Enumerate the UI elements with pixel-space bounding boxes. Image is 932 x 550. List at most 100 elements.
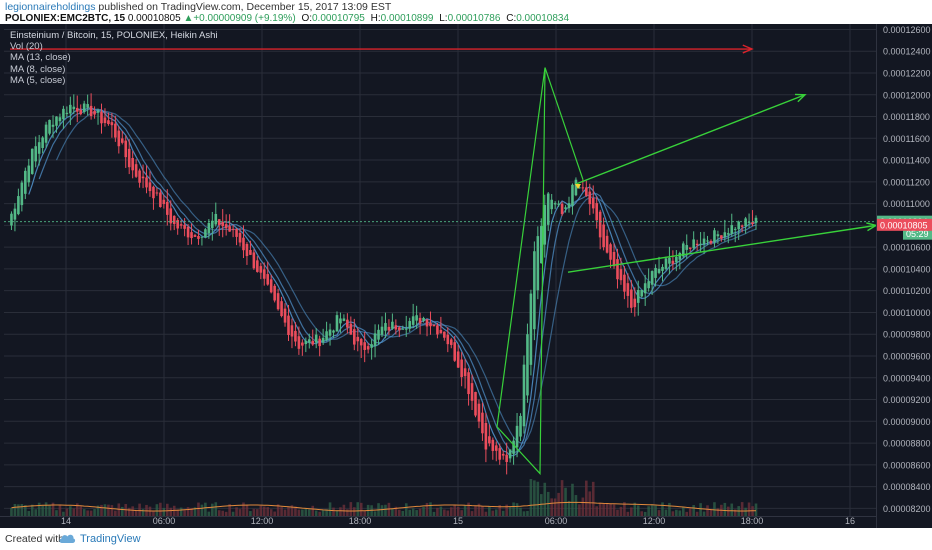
- candle-body: [394, 325, 398, 330]
- candle-body: [100, 111, 103, 124]
- candle-body: [612, 251, 616, 267]
- legend-ma8[interactable]: MA (8, close): [10, 63, 66, 75]
- candle-body: [512, 440, 515, 454]
- candle-body: [647, 281, 650, 289]
- y-tick-label: 0.00009000: [883, 417, 931, 427]
- volume-bar: [747, 502, 751, 516]
- volume-bars: [10, 479, 758, 516]
- tradingview-brand-link[interactable]: TradingView: [80, 533, 141, 545]
- candle-body: [730, 225, 734, 234]
- y-tick-label: 0.00008600: [883, 460, 931, 470]
- candle-body: [148, 182, 152, 192]
- volume-bar: [349, 502, 353, 516]
- candle-body: [127, 148, 131, 168]
- volume-bar: [401, 510, 405, 516]
- candle-body: [51, 124, 55, 127]
- volume-bar: [249, 511, 252, 516]
- volume-bar: [200, 504, 204, 516]
- volume-bar: [217, 510, 221, 516]
- candle-body: [30, 148, 34, 174]
- candle-body: [307, 339, 311, 343]
- volume-bar: [34, 509, 38, 516]
- volume-bar: [96, 505, 100, 516]
- volume-bar: [436, 507, 439, 516]
- price-chart[interactable]: 0.00012600 0.00012400 0.00012200 0.00012000…: [0, 24, 932, 528]
- volume-bar: [269, 509, 273, 516]
- volume-bar: [190, 507, 193, 516]
- candle-body: [654, 267, 657, 278]
- candle-body: [10, 213, 13, 226]
- y-tick-label: 0.00010000: [883, 308, 931, 318]
- volume-bar: [460, 510, 463, 516]
- volume-bar: [422, 506, 425, 516]
- volume-bar: [498, 505, 502, 516]
- volume-bar: [657, 510, 661, 516]
- volume-bar: [380, 505, 384, 516]
- legend-vol[interactable]: Vol (20): [10, 41, 43, 53]
- y-tick-label: 0.00009600: [883, 351, 931, 361]
- candle-body: [408, 321, 412, 329]
- volume-bar: [273, 511, 276, 516]
- candle-body: [470, 383, 474, 401]
- candle-body: [242, 237, 245, 251]
- volume-bar: [62, 511, 65, 516]
- volume-bar: [439, 506, 443, 516]
- close-value: 0.00010834: [516, 13, 570, 24]
- candle-body: [533, 251, 536, 330]
- volume-bar: [204, 502, 207, 516]
- volume-bar: [713, 502, 716, 516]
- volume-bar: [13, 503, 17, 516]
- candle-body: [460, 359, 463, 378]
- candle-body: [37, 142, 41, 154]
- volume-bar: [633, 502, 637, 516]
- chart-legend: Einsteinium / Bitcoin, 15, POLONIEX, Hei…: [10, 30, 218, 86]
- volume-bar: [605, 503, 609, 516]
- volume-bar: [256, 509, 259, 516]
- symbol-ohlc-line: POLONIEX:EMC2BTC, 15 0.00010805 ▲+0.0000…: [5, 13, 569, 24]
- volume-bar: [512, 502, 515, 516]
- low-value: 0.00010786: [447, 13, 501, 24]
- candle-body: [79, 109, 83, 115]
- candle-body: [304, 340, 308, 345]
- candle-body: [477, 403, 481, 422]
- candle-body: [356, 336, 360, 342]
- y-tick-label: 0.00011800: [883, 112, 930, 122]
- candle-body: [539, 226, 543, 264]
- volume-bar: [221, 510, 225, 516]
- candle-body: [82, 103, 86, 113]
- legend-ma5[interactable]: MA (5, close): [10, 74, 66, 86]
- volume-bar: [567, 500, 571, 516]
- volume-bar: [453, 505, 457, 516]
- volume-bar: [325, 509, 328, 516]
- candle-body: [339, 318, 342, 324]
- candle-body: [436, 325, 439, 335]
- legend-ma13[interactable]: MA (13, close): [10, 52, 71, 64]
- candle-body: [720, 235, 723, 239]
- candle-body: [48, 119, 51, 134]
- candle-body: [120, 138, 124, 143]
- volume-bar: [276, 504, 280, 516]
- candle-body: [332, 330, 335, 333]
- created-with-label: Created with: [5, 533, 64, 545]
- candle-body: [117, 130, 121, 147]
- volume-bar: [238, 509, 242, 516]
- x-tick-label: 16: [845, 516, 855, 526]
- volume-bar: [456, 506, 460, 516]
- candle-body: [186, 226, 190, 238]
- volume-bar: [307, 509, 311, 516]
- candle-body: [217, 219, 221, 225]
- candle-body: [89, 105, 93, 117]
- volume-bar: [526, 510, 529, 516]
- candle-body: [259, 266, 263, 273]
- volume-bar: [304, 508, 308, 516]
- volume-bar: [48, 505, 51, 516]
- author-link[interactable]: legionnaireholdings: [5, 1, 96, 13]
- candle-body: [602, 224, 605, 248]
- candle-body: [58, 117, 62, 122]
- candle-body: [124, 140, 128, 158]
- candle-body: [359, 339, 363, 346]
- x-tick-label: 12:00: [643, 516, 666, 526]
- volume-ma-path: [11, 501, 757, 512]
- candle-body: [536, 236, 540, 291]
- candle-body: [574, 179, 578, 196]
